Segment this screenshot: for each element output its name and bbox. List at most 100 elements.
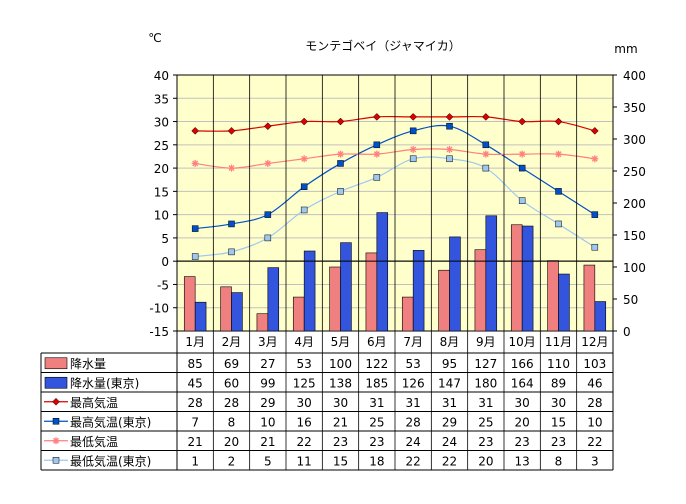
table-cell: 31: [369, 396, 384, 410]
line-max-temp-point: [227, 127, 236, 135]
legend-label: 降水量(東京): [70, 376, 139, 390]
table-cell: 125: [293, 376, 316, 390]
table-cell: 29: [260, 396, 275, 410]
line-max-temp-tokyo-point: [191, 225, 199, 232]
left-tick-label: 5: [161, 232, 169, 246]
table-cell: 27: [260, 357, 275, 371]
line-min-temp-point: [446, 145, 453, 153]
line-min-temp-tokyo-point: [409, 155, 417, 163]
table-cell: 147: [438, 376, 461, 390]
bar-rainfall-tokyo: [485, 215, 498, 332]
table-cell: 53: [297, 357, 312, 371]
bar-rainfall: [438, 269, 450, 332]
bar-rainfall: [474, 249, 487, 332]
left-axis-unit: ℃: [148, 31, 161, 45]
line-max-temp-point: [590, 127, 599, 135]
table-cell: 30: [333, 396, 348, 410]
bar-rainfall-tokyo: [194, 301, 207, 332]
left-tick-label: -5: [157, 278, 169, 292]
marker-stroke: [410, 146, 417, 153]
line-min-temp-point: [264, 159, 272, 167]
line-min-temp-tokyo-point: [228, 248, 235, 256]
bar-rainfall-tokyo: [412, 250, 425, 332]
bar-rainfall: [183, 276, 196, 332]
line-max-temp-point: [409, 113, 418, 121]
table-cell: 28: [188, 396, 203, 410]
table-cell: 20: [478, 454, 493, 468]
table-cell: 110: [547, 357, 570, 371]
bar-rainfall: [256, 313, 269, 332]
right-tick-label: 100: [623, 261, 646, 275]
table-cell: 103: [583, 357, 606, 371]
left-tick-label: 35: [154, 92, 169, 106]
table-cell: 25: [369, 415, 384, 429]
table-cell: 31: [478, 396, 493, 410]
x-category-label: 9月: [476, 335, 496, 349]
line-max-temp-point: [445, 113, 454, 121]
line-min-temp-tokyo-point: [518, 197, 526, 204]
bar-rainfall-tokyo: [558, 273, 570, 332]
marker-stroke: [482, 151, 489, 158]
marker-stroke: [264, 160, 271, 167]
bar-rainfall: [365, 252, 378, 332]
x-category-label: 10月: [509, 335, 536, 349]
marker-stroke: [555, 151, 562, 158]
legend-marker: [52, 437, 60, 445]
line-min-temp-tokyo-point: [191, 253, 199, 260]
x-category-label: 8月: [440, 335, 460, 349]
line-min-temp-point: [555, 150, 562, 158]
right-tick-label: 250: [623, 165, 646, 179]
table-cell: 25: [478, 415, 493, 429]
line-max-temp-tokyo-point: [518, 164, 526, 172]
x-category-label: 4月: [294, 335, 314, 349]
table-cell: 30: [515, 396, 530, 410]
table-cell: 23: [478, 435, 493, 449]
line-min-temp-point: [482, 150, 490, 158]
table-cell: 5: [264, 454, 272, 468]
line-max-temp-point: [481, 113, 490, 121]
line-max-temp-point: [263, 122, 272, 131]
legend-marker: [52, 397, 60, 406]
left-tick-label: -15: [149, 325, 169, 339]
table-cell: 60: [224, 376, 239, 390]
table-cell: 31: [442, 396, 457, 410]
line-min-temp-tokyo-point: [555, 220, 562, 228]
line-min-temp-point: [518, 150, 526, 158]
table-cell: 185: [365, 376, 388, 390]
table-cell: 31: [406, 396, 421, 410]
left-tick-label: 20: [154, 162, 169, 176]
line-min-temp-point: [409, 145, 417, 153]
line-max-temp-tokyo-point: [446, 122, 453, 130]
table-cell: 22: [587, 435, 602, 449]
table-cell: 23: [515, 435, 530, 449]
bar-rainfall: [329, 266, 341, 332]
legend-label: 最高気温(東京): [70, 414, 151, 429]
table-cell: 85: [188, 357, 203, 371]
x-category-label: 6月: [367, 335, 387, 349]
table-cell: 46: [587, 376, 602, 390]
chart-title: モンテゴベイ（ジャマイカ）: [305, 38, 460, 53]
table-cell: 28: [406, 415, 421, 429]
table-cell: 138: [329, 376, 352, 390]
table-cell: 20: [224, 435, 239, 449]
legend-max-temp-tokyo: [44, 418, 68, 425]
right-axis-unit: mm: [614, 42, 637, 56]
bar-rainfall-tokyo: [267, 267, 280, 332]
table-cell: 7: [191, 415, 199, 429]
table-cell: 10: [260, 415, 275, 429]
table-cell: 95: [442, 357, 457, 371]
right-tick-label: 50: [623, 293, 638, 307]
marker-stroke: [192, 160, 199, 167]
table-cell: 164: [511, 376, 534, 390]
right-tick-label: 200: [623, 197, 646, 211]
x-category-label: 2月: [222, 335, 242, 349]
table-cell: 69: [224, 357, 239, 371]
x-category-label: 12月: [581, 335, 608, 349]
table-cell: 15: [551, 415, 566, 429]
line-min-temp-point: [300, 155, 308, 163]
x-category-label: 7月: [403, 335, 423, 349]
legend-marker: [52, 457, 60, 464]
left-tick-label: 15: [154, 185, 169, 199]
table-cell: 53: [406, 357, 421, 371]
right-tick-label: 150: [623, 229, 646, 243]
